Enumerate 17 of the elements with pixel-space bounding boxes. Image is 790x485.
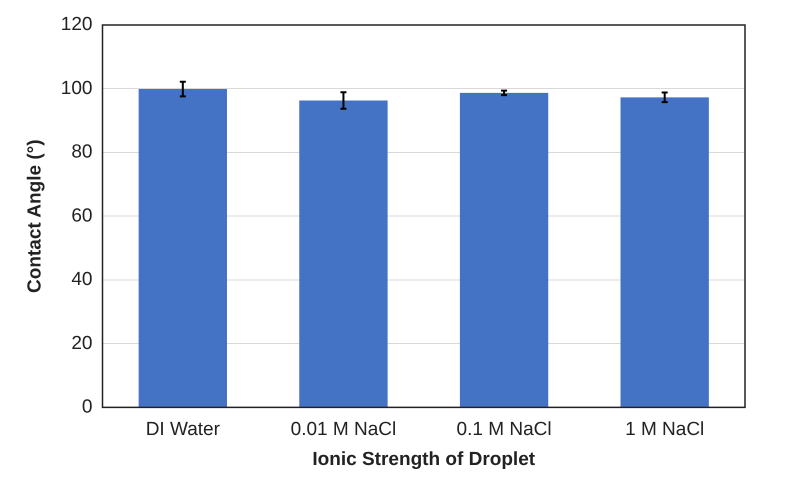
bar: [299, 100, 388, 407]
x-tick-label: 0.01 M NaCl: [290, 419, 396, 440]
x-tick-label: DI Water: [146, 419, 221, 440]
bar: [620, 97, 709, 407]
x-tick-label: 0.1 M NaCl: [456, 419, 552, 440]
y-tick-label: 80: [71, 142, 92, 163]
y-tick-label: 60: [71, 205, 92, 226]
y-tick-label: 100: [60, 78, 92, 99]
bar: [460, 92, 548, 407]
bar: [138, 89, 227, 407]
y-tick-label: 0: [82, 396, 92, 418]
y-tick-label: 20: [71, 332, 92, 354]
y-tick-label: 120: [60, 14, 92, 36]
x-axis-title: Ionic Strength of Droplet: [312, 448, 536, 470]
y-axis-title: Contact Angle (°): [24, 139, 46, 294]
x-tick-label: 1 M NaCl: [625, 419, 704, 440]
y-tick-label: 40: [71, 269, 92, 290]
